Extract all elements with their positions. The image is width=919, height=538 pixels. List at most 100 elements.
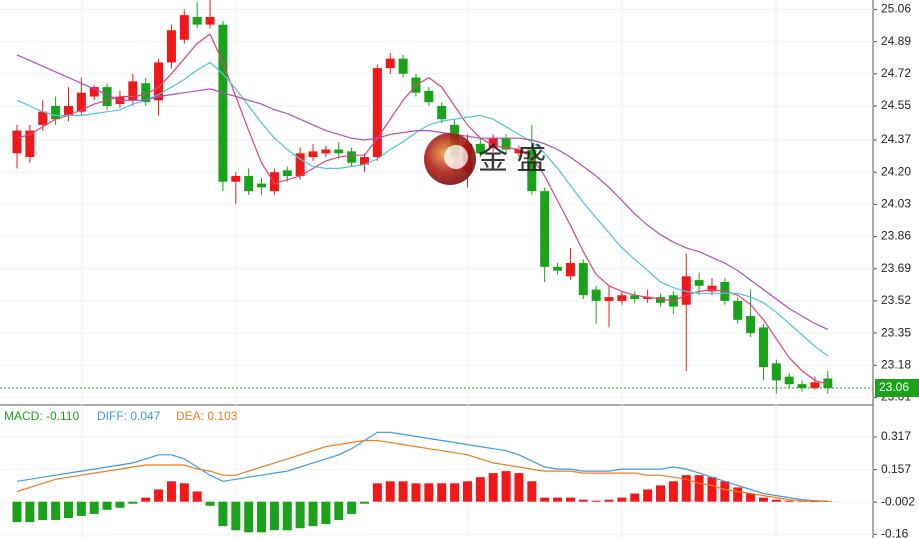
- macd-bar: [166, 481, 176, 502]
- macd-bar: [694, 475, 704, 502]
- macd-bar: [540, 497, 550, 502]
- candle-body: [128, 81, 138, 101]
- candle-body: [643, 297, 653, 300]
- macd-bar: [656, 485, 665, 502]
- macd-bar: [630, 493, 640, 502]
- candle-body: [604, 297, 614, 301]
- y-tick-label: 23.69: [881, 261, 911, 275]
- candle-body: [372, 68, 382, 158]
- legend-macd: MACD: -0.110: [4, 409, 79, 423]
- candle-body: [424, 90, 434, 103]
- macd-bar: [553, 497, 563, 502]
- macd-bar: [12, 501, 22, 523]
- marks: [0, 0, 873, 535]
- macd-bar: [385, 481, 395, 502]
- macd-bar: [102, 501, 112, 510]
- candle-body: [630, 295, 640, 300]
- macd-bar: [475, 477, 485, 502]
- watermark: 金 盛: [424, 133, 546, 185]
- macd-bar: [733, 487, 743, 502]
- candle-body: [681, 276, 691, 305]
- line: [16, 33, 828, 385]
- candle-body: [89, 87, 99, 97]
- candle-body: [527, 149, 537, 192]
- candle-body: [771, 363, 781, 381]
- macd-bar: [720, 481, 730, 502]
- macd-bar: [347, 501, 357, 514]
- macd-bar: [141, 497, 151, 502]
- macd-bar: [359, 501, 369, 504]
- macd-bar: [295, 501, 305, 529]
- macd-bar: [578, 499, 588, 502]
- y-tick-label: 23.35: [881, 325, 911, 339]
- macd-bar: [25, 501, 35, 523]
- candle-body: [269, 172, 279, 192]
- candle-body: [578, 263, 588, 296]
- y-tick-label: 23.52: [881, 293, 911, 307]
- macd-bar: [604, 499, 614, 502]
- last-price-badge: [875, 378, 919, 397]
- candle-body: [334, 149, 344, 154]
- y-tick-label: 0.157: [881, 462, 911, 476]
- candle-body: [707, 285, 717, 292]
- macd-bar: [771, 499, 781, 502]
- candle-body: [12, 130, 22, 154]
- macd-bar: [269, 501, 279, 531]
- y-tick-label: 25.06: [881, 2, 911, 16]
- candle-body: [797, 384, 807, 388]
- candle-body: [102, 87, 112, 106]
- candle-body: [553, 266, 563, 271]
- macd-bar: [488, 473, 498, 502]
- candle-body: [257, 183, 267, 188]
- macd-bar: [758, 497, 768, 502]
- macd-bar: [784, 500, 794, 502]
- macd-bar: [424, 483, 434, 502]
- y-tick-label: 24.20: [881, 164, 911, 178]
- macd-bar: [115, 501, 125, 508]
- candle-body: [218, 24, 228, 182]
- macd-bar: [527, 481, 537, 502]
- y-tick-label: 24.37: [881, 132, 911, 146]
- candle-body: [231, 176, 241, 182]
- macd-bar: [810, 501, 820, 502]
- macd-bar: [797, 501, 807, 502]
- candle-body: [141, 83, 151, 103]
- candle-body: [179, 15, 189, 40]
- candle-body: [359, 157, 369, 165]
- y-tick-label: 24.89: [881, 34, 911, 48]
- macd-bar: [565, 497, 575, 502]
- candle-body: [823, 378, 833, 388]
- logo-inner: [444, 145, 468, 169]
- candle-body: [591, 289, 601, 301]
- macd-bar: [154, 489, 164, 502]
- candle-body: [25, 130, 35, 158]
- candle-body: [656, 297, 665, 303]
- y-tick-label: 23.86: [881, 229, 911, 243]
- candle-body: [244, 176, 254, 192]
- candle-body: [308, 151, 318, 158]
- line: [16, 431, 828, 502]
- candle-body: [205, 17, 215, 25]
- candle-body: [51, 105, 61, 120]
- macd-bar: [462, 481, 472, 502]
- macd-bar: [643, 489, 653, 502]
- macd-bar: [668, 481, 678, 502]
- y-tick-label: 0.317: [881, 429, 911, 443]
- macd-bar: [89, 501, 99, 514]
- macd-bar: [321, 501, 331, 525]
- candle-body: [746, 316, 756, 334]
- macd-bar: [746, 493, 756, 502]
- macd-bar: [823, 501, 833, 502]
- macd-bar: [501, 471, 511, 502]
- macd-bar: [257, 501, 267, 533]
- y-tick-label: 23.18: [881, 357, 911, 371]
- candle-body: [540, 191, 550, 267]
- macd-bar: [128, 501, 138, 504]
- candle-body: [758, 327, 768, 368]
- macd-bar: [450, 483, 460, 502]
- y-tick-label: 24.03: [881, 197, 911, 211]
- candle-body: [488, 138, 498, 148]
- line: [16, 54, 829, 330]
- candle-body: [475, 143, 485, 154]
